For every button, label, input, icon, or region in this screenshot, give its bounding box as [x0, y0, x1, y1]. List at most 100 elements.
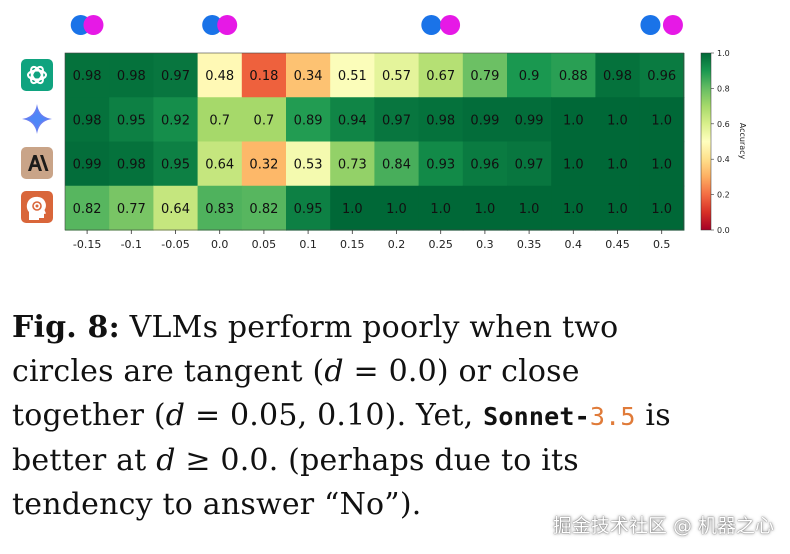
cell-value-label: 0.73 — [338, 158, 367, 173]
cell-value-label: 1.0 — [563, 202, 584, 217]
heatmap-cell — [507, 185, 552, 231]
cell-value-label: 0.83 — [205, 202, 234, 217]
heatmap-cell — [639, 141, 685, 187]
heatmap-cell — [462, 141, 508, 187]
cell-value-label: 1.0 — [607, 158, 628, 173]
heatmap-cell — [374, 185, 420, 231]
heatmap-cell — [197, 97, 243, 143]
heatmap-cell — [197, 185, 243, 231]
heatmap-cell — [462, 185, 508, 231]
heatmap-cell — [153, 97, 199, 143]
x-tick-label: 0.2 — [388, 238, 406, 251]
cell-value-label: 0.96 — [470, 158, 499, 173]
heatmap-cell — [639, 97, 685, 143]
cell-value-label: 0.98 — [603, 69, 632, 84]
cell-value-label: 0.34 — [294, 69, 323, 84]
blue-circle — [421, 15, 442, 35]
human-icon — [21, 191, 53, 223]
anthropic-icon — [21, 147, 53, 179]
magenta-circle — [440, 15, 461, 35]
cell-value-label: 0.98 — [117, 158, 146, 173]
blue-circle — [202, 15, 223, 35]
x-tick-label: 0.05 — [252, 238, 277, 251]
x-tick-label: 0.3 — [476, 238, 494, 251]
colorbar-tick-label: 0.0 — [717, 226, 730, 235]
x-tick-label: -0.05 — [161, 238, 189, 251]
heatmap-cell — [197, 141, 243, 187]
x-tick-label: 0.0 — [211, 238, 229, 251]
heatmap-cell — [153, 53, 199, 98]
model-name: Sonnet- — [483, 402, 590, 431]
heatmap-cell — [551, 141, 596, 187]
heatmap-cell — [507, 141, 552, 187]
heatmap-cell — [197, 53, 243, 98]
cell-value-label: 0.82 — [249, 202, 278, 217]
x-tick-label: 0.5 — [653, 238, 671, 251]
heatmap-cell — [595, 97, 641, 143]
cell-value-label: 0.97 — [161, 69, 190, 84]
cell-value-label: 1.0 — [563, 158, 584, 173]
cell-value-label: 1.0 — [651, 202, 672, 217]
cell-value-label: 0.97 — [382, 113, 411, 128]
model-version: 3.5 — [589, 402, 636, 431]
cell-value-label: 0.53 — [294, 158, 323, 173]
x-tick-label: -0.15 — [73, 238, 101, 251]
x-tick-label: 0.1 — [299, 238, 317, 251]
cell-value-label: 0.98 — [117, 69, 146, 84]
figure-label: Fig. 8: — [12, 310, 120, 345]
cell-value-label: 1.0 — [475, 202, 496, 217]
heatmap-cell — [65, 185, 110, 231]
cell-value-label: 0.7 — [209, 113, 230, 128]
cell-value-label: 0.77 — [117, 202, 146, 217]
heatmap-cell — [286, 97, 331, 143]
heatmap-chart: 0.98 0.98 0.97 0.48 0.18 0.34 0.51 0.57 0.67 0.79… — [21, 15, 747, 251]
cell-value-label: 0.95 — [117, 113, 146, 128]
cell-value-label: 0.88 — [559, 69, 588, 84]
cell-value-label: 0.95 — [161, 158, 190, 173]
colorbar-label: Accuracy — [738, 123, 747, 160]
x-tick-label: 0.45 — [605, 238, 630, 251]
circle-examples — [70, 15, 683, 35]
cell-value-label: 0.98 — [426, 113, 455, 128]
colorbar-tick-label: 0.2 — [717, 191, 730, 200]
cell-value-label: 1.0 — [607, 202, 628, 217]
cell-value-label: 0.51 — [338, 69, 367, 84]
cell-value-label: 1.0 — [607, 113, 628, 128]
caption-text-4: is better at — [12, 398, 671, 478]
cell-value-label: 1.0 — [386, 202, 407, 217]
heatmap-cell — [65, 53, 110, 98]
heatmap-cell — [507, 97, 552, 143]
magenta-circle — [217, 15, 238, 35]
heatmap-cell — [595, 53, 641, 98]
x-axis: -0.15 -0.1 -0.05 0.0 0.05 0.1 0.15 0.2 0.25 0.3 0.… — [73, 230, 671, 251]
cell-value-label: 0.97 — [515, 158, 544, 173]
heatmap-cell — [109, 185, 154, 231]
cell-value-label: 0.7 — [254, 113, 275, 128]
colorbar-tick-label: 0.6 — [717, 120, 730, 129]
caption-text-3: = 0.05, 0.10). Yet, — [185, 398, 484, 433]
heatmap-cell — [462, 53, 508, 98]
caption-var-d: d — [165, 398, 186, 433]
cell-value-label: 0.92 — [161, 113, 190, 128]
heatmap-cell — [153, 185, 199, 231]
heatmap-cell — [109, 97, 154, 143]
cell-value-label: 0.96 — [647, 69, 676, 84]
cell-value-label: 0.84 — [382, 158, 411, 173]
heatmap-cell — [286, 185, 331, 231]
watermark: 掘金技术社区 @ 机器之心 — [552, 515, 774, 537]
cell-value-label: 0.18 — [249, 69, 278, 84]
x-tick-label: -0.1 — [121, 238, 142, 251]
cell-value-label: 1.0 — [519, 202, 540, 217]
cell-value-label: 1.0 — [430, 202, 451, 217]
heatmap-cell — [65, 97, 110, 143]
heatmap-cell — [330, 185, 375, 231]
cell-value-label: 0.99 — [470, 113, 499, 128]
heatmap-cell — [330, 97, 375, 143]
cell-value-label: 0.64 — [205, 158, 234, 173]
caption-text-2: = 0.0) or close together ( — [12, 354, 580, 433]
heatmap-cell — [330, 53, 375, 98]
heatmap-cell — [418, 141, 464, 187]
cell-value-label: 0.48 — [205, 69, 234, 84]
heatmap-cell — [241, 185, 287, 231]
heatmap-cell — [241, 97, 287, 143]
